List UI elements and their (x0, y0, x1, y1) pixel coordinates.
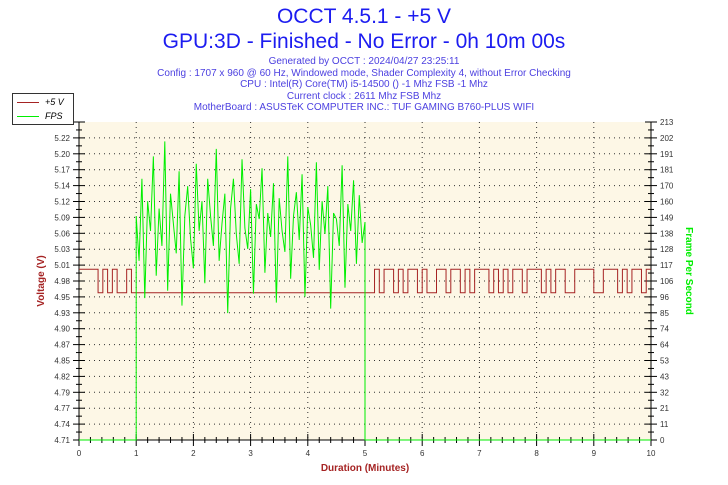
x-tick-label: 4 (306, 449, 311, 458)
x-tick-label: 9 (592, 449, 597, 458)
x-tick-label: 5 (363, 449, 368, 458)
y-tick-label: 4.87 (54, 341, 70, 350)
x-tick-label: 8 (534, 449, 539, 458)
y2-tick-label: 74 (660, 325, 669, 334)
legend-label-fps: FPS (45, 111, 63, 121)
y2-tick-label: 96 (660, 293, 669, 302)
x-tick-label: 6 (420, 449, 425, 458)
y2-tick-label: 106 (660, 277, 674, 286)
y-tick-label: 4.90 (54, 325, 70, 334)
y-tick-label: 5.12 (54, 198, 70, 207)
x-tick-label: 2 (191, 449, 196, 458)
y-tick-label: 4.74 (54, 420, 70, 429)
y2-tick-label: 170 (660, 182, 674, 191)
y-tick-label: 4.85 (54, 357, 70, 366)
y-tick-label: 4.98 (54, 277, 70, 286)
y2-tick-label: 43 (660, 372, 669, 381)
y-tick-label: 5.01 (54, 261, 70, 270)
y-tick-label: 4.93 (54, 309, 70, 318)
y2-tick-label: 191 (660, 150, 674, 159)
x-tick-label: 3 (248, 449, 253, 458)
y2-tick-label: 202 (660, 134, 674, 143)
y2-tick-label: 149 (660, 213, 674, 222)
info-generated: Generated by OCCT : 2024/04/27 23:25:11 (268, 56, 460, 67)
legend: +5 V FPS (12, 93, 74, 125)
y2-tick-label: 21 (660, 404, 669, 413)
legend-swatch-voltage (17, 101, 39, 103)
y2-tick-label: 32 (660, 388, 669, 397)
chart-subtitle: GPU:3D - Finished - No Error - 0h 10m 00… (162, 30, 566, 53)
y-tick-label: 5.22 (54, 134, 70, 143)
y-tick-label: 5.14 (54, 182, 70, 191)
y-tick-label: 5.03 (54, 245, 70, 254)
y2-tick-label: 181 (660, 166, 674, 175)
x-tick-label: 0 (77, 449, 82, 458)
series-line-voltage (79, 268, 651, 294)
y-tick-label: 5.06 (54, 229, 70, 238)
y-tick-label: 4.71 (54, 436, 70, 445)
y-tick-label: 4.77 (54, 404, 70, 413)
y2-tick-label: 85 (660, 309, 669, 318)
y2-tick-label: 64 (660, 341, 669, 350)
x-tick-label: 10 (647, 449, 656, 458)
y-tick-label: 4.79 (54, 388, 70, 397)
y-axis-label: Voltage (V) (36, 255, 47, 306)
x-axis-label: Duration (Minutes) (321, 463, 409, 474)
y-tick-label: 5.17 (54, 166, 70, 175)
chart-title: OCCT 4.5.1 - +5 V (276, 5, 452, 28)
y2-tick-label: 213 (660, 118, 674, 127)
y2-axis-label: Frame Per Second (683, 227, 694, 315)
x-tick-label: 1 (134, 449, 139, 458)
legend-label-voltage: +5 V (45, 97, 64, 107)
legend-item-voltage: +5 V (17, 96, 64, 108)
y2-tick-label: 0 (660, 436, 665, 445)
legend-item-fps: FPS (17, 110, 63, 122)
y2-tick-label: 128 (660, 245, 674, 254)
info-config: Config : 1707 x 960 @ 60 Hz, Windowed mo… (157, 67, 571, 79)
y-tick-label: 5.20 (54, 150, 70, 159)
info-cpu: CPU : Intel(R) Core(TM) i5-14500 () -1 M… (240, 79, 488, 90)
x-tick-label: 7 (477, 449, 482, 458)
legend-swatch-fps (17, 115, 39, 117)
y2-tick-label: 138 (660, 229, 674, 238)
info-clock: Current clock : 2611 Mhz FSB Mhz (286, 90, 442, 102)
y2-tick-label: 11 (660, 420, 669, 429)
info-motherboard: MotherBoard : ASUSTeK COMPUTER INC.: TUF… (193, 102, 535, 113)
y-tick-label: 4.82 (54, 372, 70, 381)
y2-tick-label: 53 (660, 357, 669, 366)
series-line-fps (79, 141, 651, 441)
y2-tick-label: 160 (660, 198, 674, 207)
y-tick-label: 5.09 (54, 213, 70, 222)
y-tick-label: 4.95 (54, 293, 70, 302)
y2-tick-label: 117 (660, 261, 673, 270)
